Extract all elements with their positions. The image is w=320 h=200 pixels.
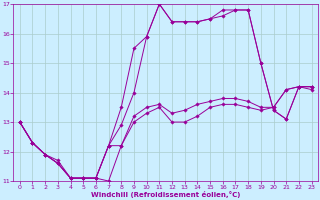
X-axis label: Windchill (Refroidissement éolien,°C): Windchill (Refroidissement éolien,°C) bbox=[91, 191, 240, 198]
